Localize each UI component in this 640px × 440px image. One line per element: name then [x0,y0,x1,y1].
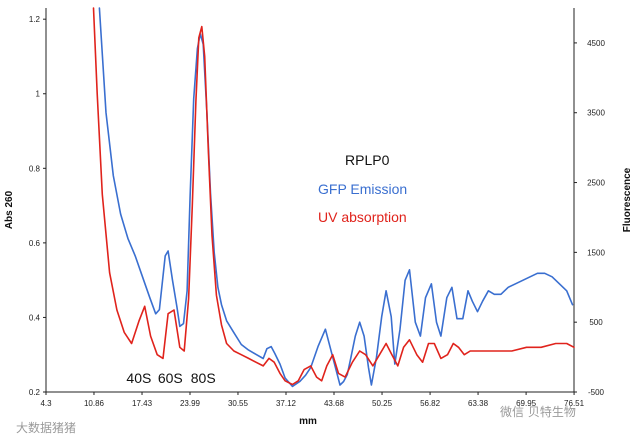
chart-title: RPLP0 [345,152,390,168]
y-tick-label-right: 3500 [587,109,605,118]
x-tick-label: 10.86 [84,399,105,408]
x-tick-label: 37.12 [276,399,297,408]
axes-group [45,8,575,393]
labels-group: 40S 60S 80S [126,370,215,386]
legend-uv-absorption: UV absorption [318,209,407,225]
series-group [92,7,575,388]
peak-label-60s: 60S [158,370,183,386]
y-tick-label-left: 1 [36,90,41,99]
y-tick-label-right: 1500 [587,248,605,257]
x-tick-label: 63.38 [468,399,489,408]
x-tick-label: 56.82 [420,399,441,408]
y-tick-label-left: 0.6 [29,239,41,248]
ticks-group: 4.3 10.86 17.43 23.99 30.55 37.12 43.68 50.25 56… [29,15,606,408]
x-tick-label: 43.68 [324,399,345,408]
peak-label-40s: 40S [126,370,151,386]
y-tick-label-left: 0.4 [29,313,41,322]
x-tick-label: 17.43 [132,399,153,408]
x-tick-label: 30.55 [228,399,249,408]
y-tick-label-right: 2500 [587,179,605,188]
watermark-right: 微信 贝特生物 [500,404,576,419]
y-tick-label-right: 500 [589,318,603,327]
y-tick-label-right: -500 [588,388,605,397]
series-line-gfp-emission [98,7,574,388]
y-tick-label-right: 4500 [587,39,605,48]
watermark-left: 大数据猪猪 [16,420,76,435]
y-axis-title-left: Abs 260 [4,190,15,229]
x-axis-title: mm [299,416,317,427]
x-tick-label: 50.25 [372,399,393,408]
y-tick-label-left: 1.2 [29,15,41,24]
y-tick-label-left: 0.2 [29,388,41,397]
x-tick-label: 23.99 [180,399,201,408]
y-tick-label-left: 0.8 [29,164,41,173]
y-axis-title-right: Fluorescence [622,167,633,232]
series-line-uv-absorption [92,7,575,386]
legend-gfp-emission: GFP Emission [318,181,407,197]
peak-label-80s: 80S [191,370,216,386]
x-tick-label: 76.51 [564,399,585,408]
x-tick-label: 69.95 [516,399,537,408]
x-tick-label: 4.3 [40,399,52,408]
